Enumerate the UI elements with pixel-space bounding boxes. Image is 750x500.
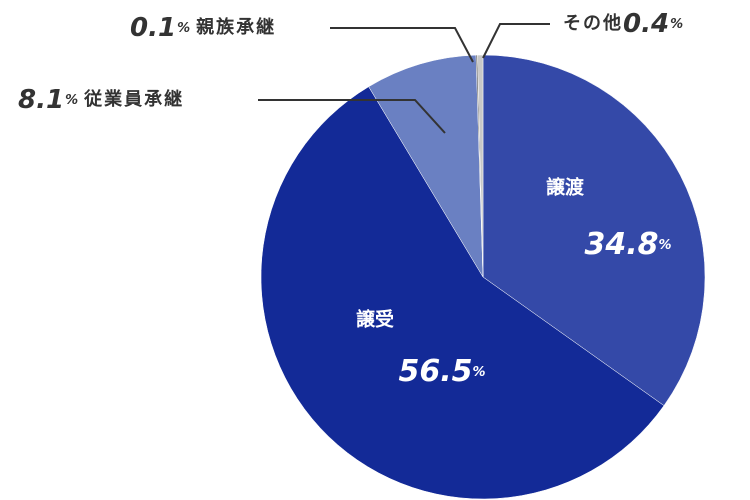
value-number: 8.1 bbox=[18, 85, 64, 115]
value-label: 56.5% bbox=[398, 354, 485, 389]
outside-label: その他0.4% bbox=[563, 9, 683, 39]
outside-label: 8.1% 従業員承継 bbox=[18, 85, 184, 115]
value-unit: % bbox=[65, 93, 78, 108]
slice-name: 従業員承継 bbox=[83, 88, 184, 110]
value-unit: % bbox=[670, 17, 683, 32]
value-unit: % bbox=[659, 238, 672, 253]
value-unit: % bbox=[177, 21, 190, 36]
value-number: 34.8 bbox=[584, 227, 658, 262]
pie-slice bbox=[482, 54, 706, 406]
value-number: 0.4 bbox=[623, 9, 669, 39]
value-unit: % bbox=[473, 365, 486, 380]
pie-slice bbox=[368, 54, 484, 278]
pie-slice bbox=[477, 54, 484, 278]
slice-name: その他 bbox=[563, 12, 623, 34]
leader-line bbox=[258, 99, 446, 134]
outside-label: 0.1% 親族承継 bbox=[130, 13, 276, 43]
slice-name: 譲渡 bbox=[546, 176, 585, 199]
slice-name: 親族承継 bbox=[196, 16, 276, 38]
value-number: 0.1 bbox=[130, 13, 176, 43]
value-label: 34.8% bbox=[584, 227, 671, 262]
leader-line bbox=[482, 23, 550, 59]
leader-line bbox=[330, 27, 474, 63]
pie-slice bbox=[260, 86, 665, 500]
slice-name: 譲受 bbox=[356, 308, 394, 331]
value-number: 56.5 bbox=[398, 354, 472, 389]
